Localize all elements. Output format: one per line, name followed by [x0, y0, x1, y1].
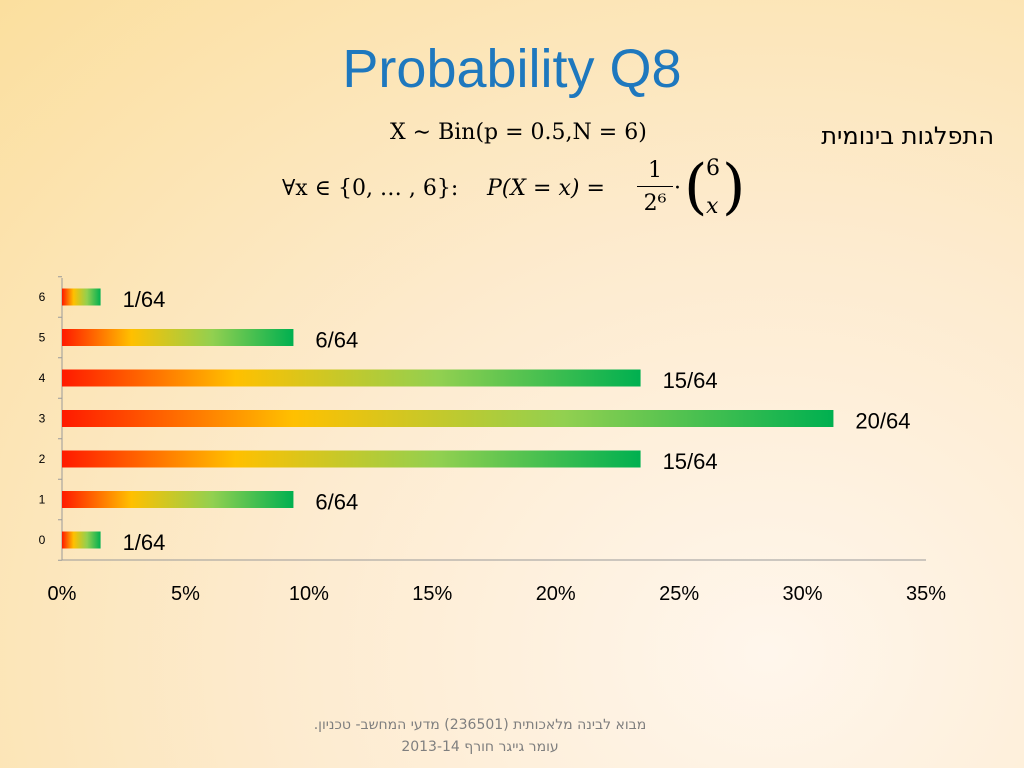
y-tick-label-0: 0	[39, 533, 46, 547]
bar-0	[62, 531, 101, 549]
y-tick-label-1: 1	[39, 493, 46, 507]
bar-1	[62, 491, 294, 508]
pmf-fraction-numerator: 1	[637, 156, 673, 187]
y-tick-label-4: 4	[39, 371, 46, 385]
bar-4	[62, 369, 641, 387]
binom-open-paren: (	[684, 152, 708, 222]
data-label-4: 15/64	[663, 368, 718, 393]
binomial-distribution-label: התפלגות בינומית	[821, 122, 994, 150]
pmf-fraction: 1 2⁶	[637, 156, 673, 221]
pmf-lhs: P(X = x) =	[487, 176, 605, 201]
binomial-definition-formula: X ∼ Bin(p = 0.5,N = 6)	[390, 120, 647, 145]
y-tick-label-2: 2	[39, 452, 46, 466]
x-tick-label-25: 25%	[659, 583, 699, 605]
pmf-cdot: ·	[674, 176, 681, 201]
bar-5	[62, 329, 294, 346]
y-tick-label-5: 5	[39, 331, 46, 345]
y-tick-label-3: 3	[39, 412, 46, 426]
x-tick-label-5: 5%	[171, 583, 200, 605]
bar-6	[62, 288, 101, 306]
x-tick-label-0: 0%	[48, 583, 77, 605]
slide-title: Probability Q8	[342, 39, 682, 99]
data-label-5: 6/64	[315, 328, 358, 353]
footer-course-line: מבוא לבינה מלאכותית (236501) מדעי המחשב-…	[313, 717, 647, 733]
x-tick-label-30: 30%	[783, 583, 823, 605]
data-label-3: 20/64	[855, 409, 910, 434]
pmf-fraction-denominator: 2⁶	[643, 191, 667, 216]
binom-top: 6	[706, 156, 720, 181]
bar-2	[62, 450, 641, 468]
x-tick-label-35: 35%	[906, 583, 946, 605]
data-label-6: 1/64	[123, 287, 166, 312]
y-tick-label-6: 6	[39, 290, 46, 304]
x-tick-label-10: 10%	[289, 583, 329, 605]
binom-close-paren: )	[722, 152, 746, 222]
bar-3	[62, 410, 834, 427]
footer-author-line: עומר גייגר חורף 2013-14	[401, 739, 559, 755]
data-label-1: 6/64	[315, 490, 358, 515]
binom-bottom: x	[706, 194, 719, 219]
data-label-2: 15/64	[663, 449, 718, 474]
data-label-0: 1/64	[123, 530, 166, 555]
pmf-domain: ∀x ∈ {0, … , 6}:	[282, 176, 459, 201]
slide-footer: מבוא לבינה מלאכותית (236501) מדעי המחשב-…	[200, 714, 760, 758]
x-tick-label-15: 15%	[412, 583, 452, 605]
x-tick-label-20: 20%	[536, 583, 576, 605]
